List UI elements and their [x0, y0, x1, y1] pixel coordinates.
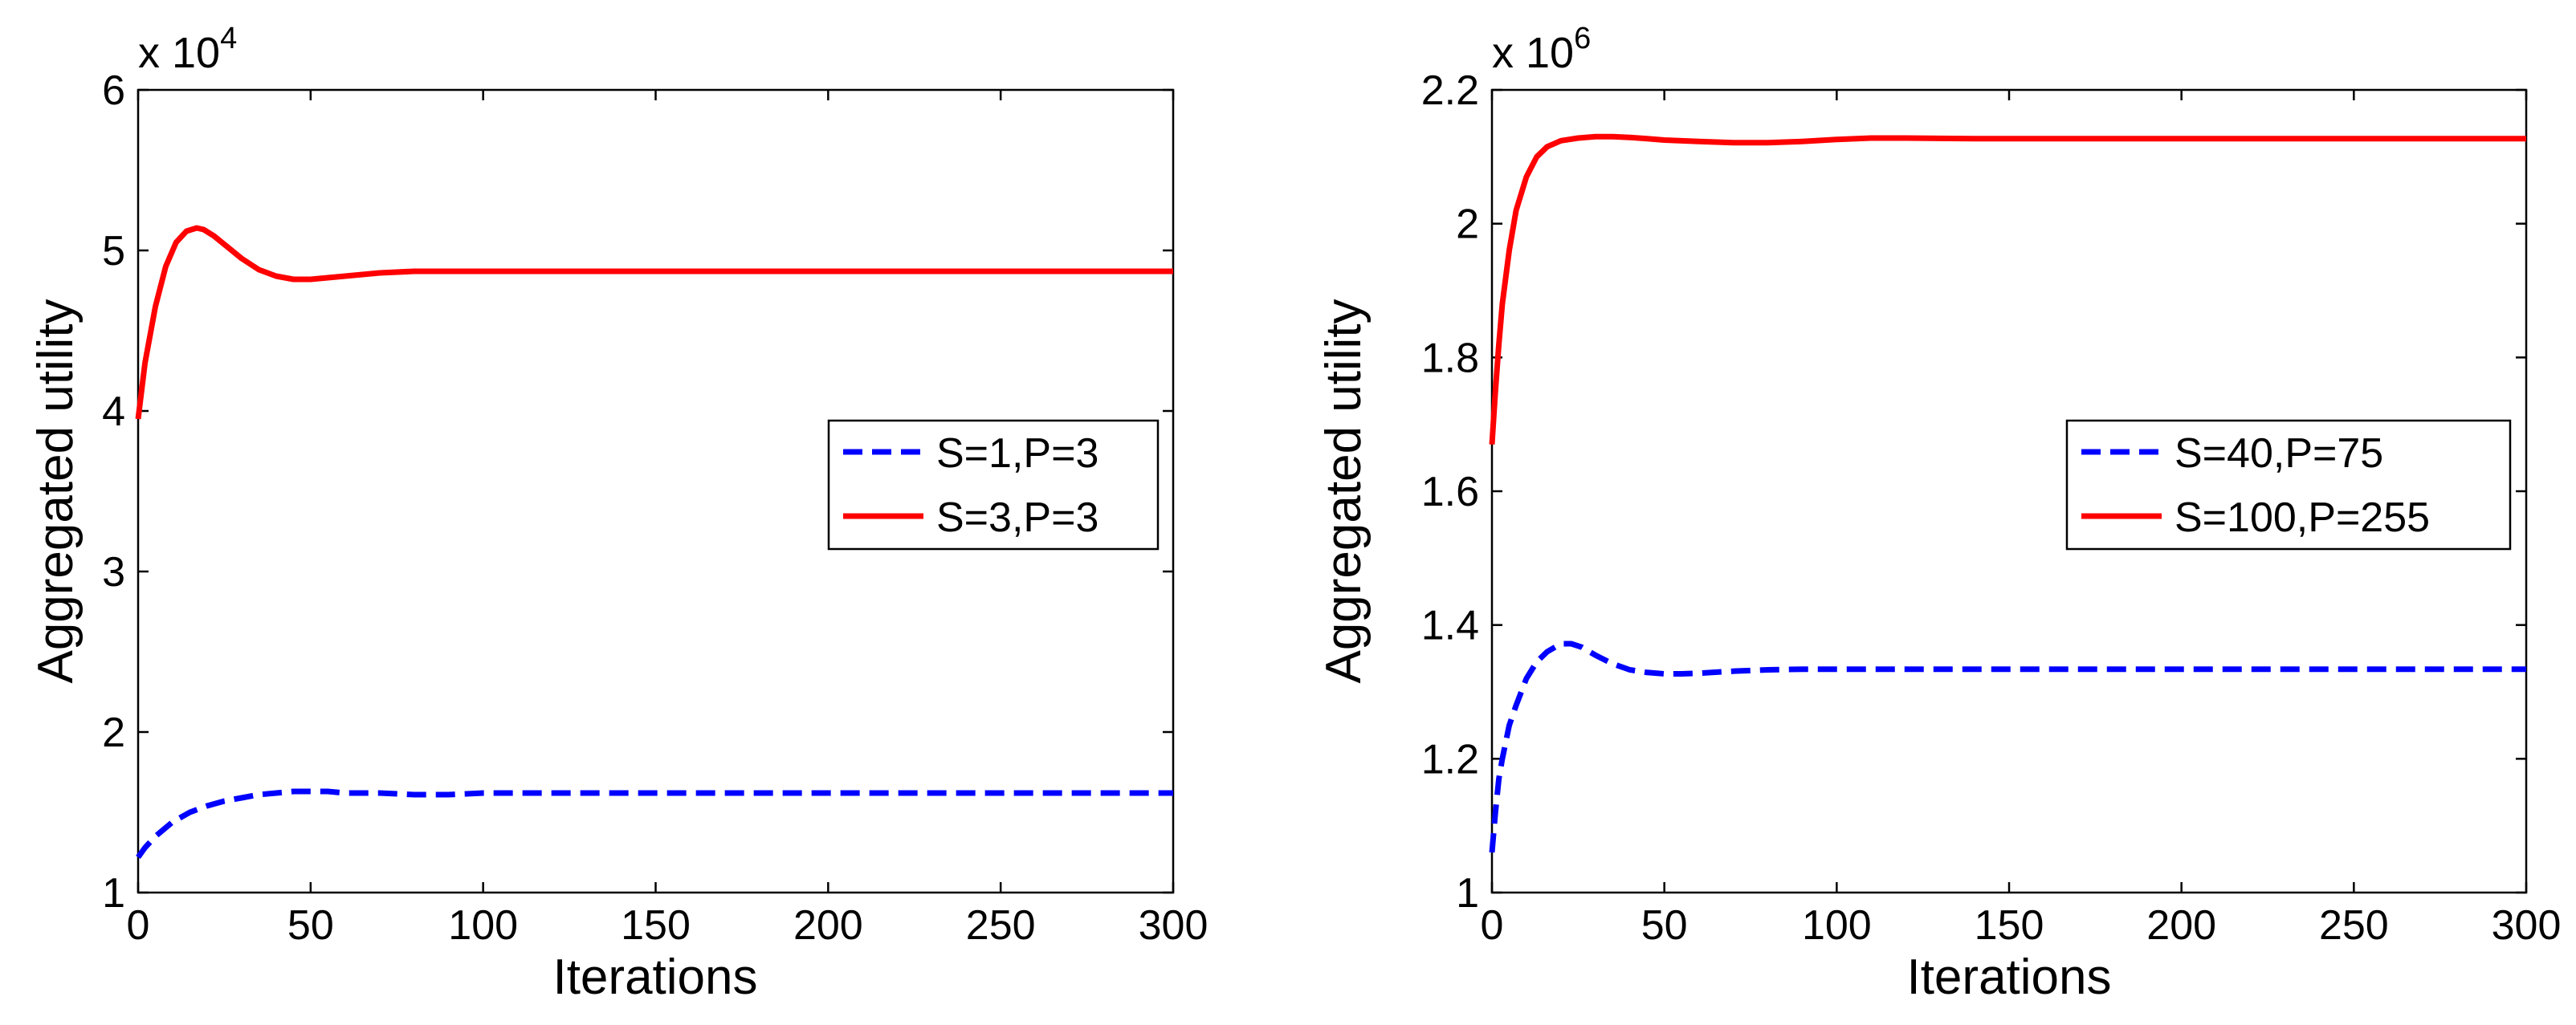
legend-label-series-1: S=1,P=3	[936, 430, 1098, 477]
x-tick-label: 150	[621, 902, 691, 949]
x-tick-label: 0	[127, 902, 150, 949]
x-axis-label: Iterations	[1906, 950, 2111, 1005]
series-line-2	[135, 225, 1173, 420]
ticks: 0 50 100 150 200 250 300 1 1.2 1.4 1.6 1.8 2 2.2	[1421, 67, 2562, 949]
x-tick-label: 200	[2146, 902, 2216, 949]
series-lines	[135, 225, 1173, 860]
x-tick-label: 250	[2319, 902, 2389, 949]
y-tick-label: 2.2	[1421, 67, 1479, 114]
y-tick-label: 1	[102, 870, 125, 917]
x-tick-label: 100	[448, 902, 518, 949]
y-tick-label: 1.2	[1421, 736, 1479, 783]
x-tick-label: 300	[2492, 902, 2562, 949]
exponent-label: x 104	[138, 22, 237, 77]
y-tick-label: 1.4	[1421, 603, 1479, 649]
legend-box	[827, 419, 1160, 551]
legend-box	[2065, 419, 2512, 551]
series-lines	[1489, 133, 2526, 853]
series-line-1	[1489, 641, 2526, 853]
y-tick-label: 6	[102, 67, 125, 114]
x-axis-label: Iterations	[552, 950, 757, 1005]
y-tick-label: 2	[1456, 201, 1479, 248]
legend: S=40,P=75 S=100,P=255	[2065, 419, 2512, 551]
y-tick-label: 1.8	[1421, 335, 1479, 381]
y-tick-label: 4	[102, 388, 125, 435]
exponent-base: x 10	[138, 29, 220, 77]
y-tick-label: 3	[102, 549, 125, 596]
y-tick-label: 1.6	[1421, 469, 1479, 515]
exponent-label: x 106	[1492, 22, 1591, 77]
legend-label-series-2: S=100,P=255	[2175, 494, 2430, 541]
x-tick-label: 200	[793, 902, 863, 949]
exponent-power: 6	[1574, 22, 1591, 55]
legend-label-series-2: S=3,P=3	[936, 494, 1098, 541]
x-tick-label: 0	[1481, 902, 1504, 949]
y-tick-label: 5	[102, 228, 125, 275]
x-tick-label: 250	[966, 902, 1036, 949]
y-tick-label: 1	[1456, 870, 1479, 917]
exponent-power: 4	[220, 22, 237, 55]
chart-right: 0 50 100 150 200 250 300 1 1.2 1.4 1.6 1.8 2 2.2 x 10…	[1316, 22, 2562, 1005]
y-tick-label: 2	[102, 710, 125, 756]
ticks: 0 50 100 150 200 250 300 1 2 3 4 5 6	[102, 67, 1208, 949]
series-line-2	[1489, 133, 2526, 445]
y-axis-label: Aggregated utility	[1316, 299, 1372, 683]
x-tick-label: 100	[1802, 902, 1872, 949]
exponent-base: x 10	[1492, 29, 1574, 77]
x-tick-label: 50	[1641, 902, 1688, 949]
y-axis-label: Aggregated utility	[28, 299, 84, 683]
legend: S=1,P=3 S=3,P=3	[827, 419, 1160, 551]
x-tick-label: 150	[1975, 902, 2044, 949]
x-tick-label: 50	[287, 902, 334, 949]
legend-label-series-1: S=40,P=75	[2175, 430, 2383, 477]
x-tick-label: 300	[1139, 902, 1209, 949]
series-line-1	[136, 788, 1173, 860]
